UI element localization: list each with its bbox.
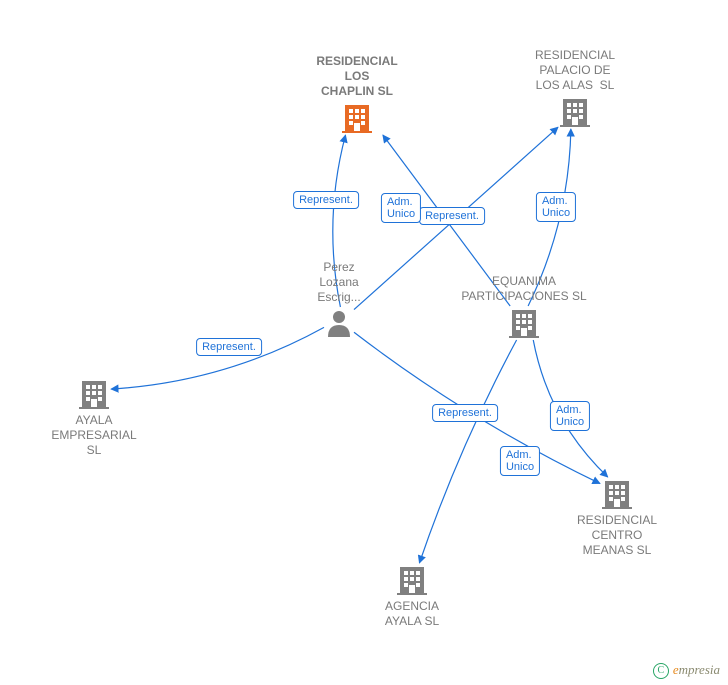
edge-label-perez-to-alas: Represent.	[419, 207, 485, 225]
node-agencia-label: AGENCIA AYALA SL	[385, 599, 439, 629]
node-perez-label: Perez Lozana Escrig...	[317, 260, 360, 305]
edge-label-equanima-to-chaplin: Adm.Unico	[381, 193, 421, 223]
node-ayala_emp-icon[interactable]	[79, 379, 109, 414]
edge-label-equanima-to-agencia: Adm.Unico	[500, 446, 540, 476]
node-agencia-icon[interactable]	[397, 565, 427, 600]
footer-credit: Cempresia	[653, 662, 720, 679]
node-meanas-icon[interactable]	[602, 479, 632, 514]
edge-label-perez-to-ayala_emp: Represent.	[196, 338, 262, 356]
node-alas-icon[interactable]	[560, 97, 590, 132]
node-perez-icon[interactable]	[326, 309, 352, 342]
edge-label-equanima-to-alas: Adm.Unico	[536, 192, 576, 222]
node-chaplin-icon[interactable]	[342, 103, 372, 138]
node-ayala_emp-label: AYALA EMPRESARIAL SL	[51, 413, 136, 458]
node-chaplin-label: RESIDENCIAL LOS CHAPLIN SL	[316, 54, 397, 99]
copyright-icon: C	[653, 663, 669, 679]
node-equanima-icon[interactable]	[509, 308, 539, 343]
node-alas-label: RESIDENCIAL PALACIO DE LOS ALAS SL	[535, 48, 615, 93]
edge-label-equanima-to-meanas: Adm.Unico	[550, 401, 590, 431]
node-equanima-label: EQUANIMA PARTICIPACIONES SL	[461, 274, 586, 304]
node-meanas-label: RESIDENCIAL CENTRO MEANAS SL	[577, 513, 657, 558]
edge-perez-to-ayala_emp	[111, 327, 324, 389]
edge-label-perez-to-chaplin: Represent.	[293, 191, 359, 209]
footer-brand-rest: mpresia	[679, 662, 720, 677]
edge-label-perez-to-meanas: Represent.	[432, 404, 498, 422]
